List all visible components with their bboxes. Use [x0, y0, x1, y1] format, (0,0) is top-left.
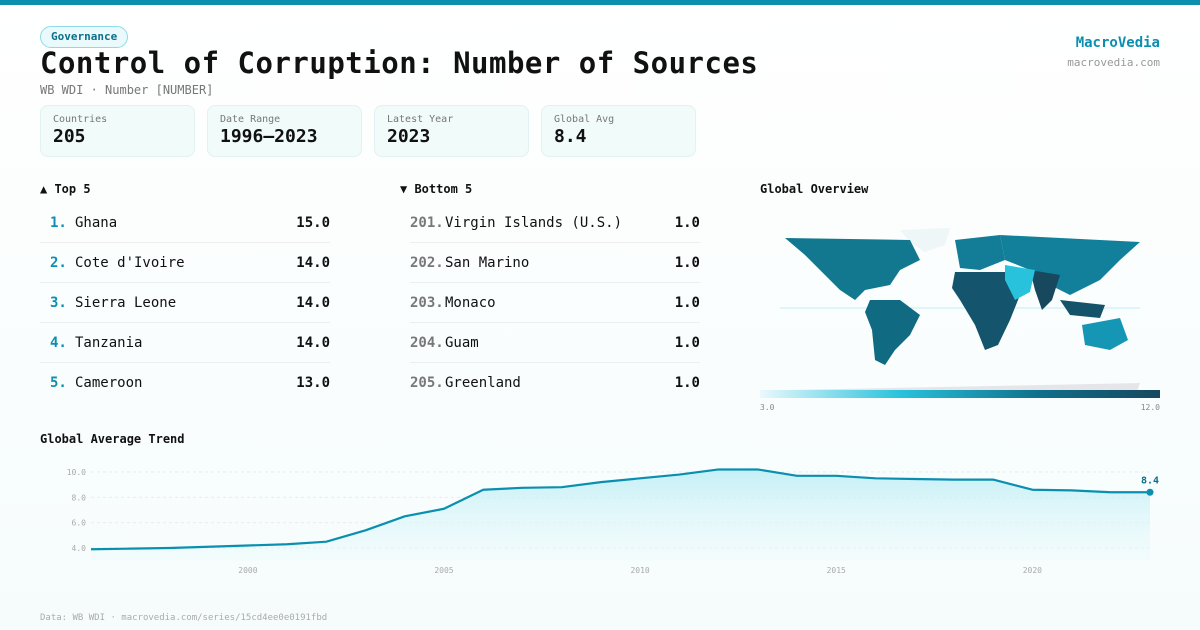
value: 14.0: [296, 294, 330, 311]
trend-heading: Global Average Trend: [40, 432, 185, 446]
rank: 202.: [410, 254, 444, 271]
country-name: Sierra Leone: [75, 294, 177, 311]
value: 14.0: [296, 334, 330, 351]
middle-east[interactable]: [1005, 265, 1035, 300]
x-tick-label: 2010: [630, 566, 649, 575]
country-name: Tanzania: [75, 334, 143, 351]
stat-label: Date Range: [220, 114, 281, 125]
category-tag[interactable]: Governance: [40, 26, 129, 48]
europe[interactable]: [955, 235, 1005, 270]
list-item[interactable]: 1. Ghana 15.0: [40, 203, 330, 243]
trend-chart: 4.0 6.0 8.0 10.0 2000 2005 2010 2015 2020 8.4: [67, 468, 1159, 575]
africa[interactable]: [952, 272, 1020, 350]
stat-date-range: Date Range 1996–2023: [207, 105, 362, 157]
rank: 3.: [50, 294, 67, 311]
top-accent-bar: [0, 0, 1200, 5]
australia[interactable]: [1082, 318, 1128, 350]
greenland: [900, 228, 950, 252]
list-item[interactable]: 202. San Marino 1.0: [410, 243, 700, 283]
value: 1.0: [674, 294, 700, 311]
country-name: Cameroon: [75, 375, 143, 391]
value: 1.0: [674, 214, 700, 231]
india[interactable]: [1030, 270, 1060, 310]
list-item[interactable]: 203. Monaco 1.0: [410, 283, 700, 323]
stat-value: 8.4: [554, 126, 587, 147]
value: 15.0: [296, 214, 330, 231]
brand-logo[interactable]: MacroVedia: [1075, 35, 1160, 51]
y-tick-label: 10.0: [67, 468, 86, 477]
rank: 4.: [50, 334, 67, 351]
top5-list: 1. Ghana 15.0 2. Cote d'Ivoire 14.0 3. Sierra L…: [40, 203, 340, 403]
bottom5-list: 201. Virgin Islands (U.S.) 1.0 202. San Mari…: [410, 203, 710, 403]
list-item[interactable]: 201. Virgin Islands (U.S.) 1.0: [410, 203, 700, 243]
country-name: Cote d'Ivoire: [75, 254, 185, 271]
area-fill: [91, 469, 1150, 561]
rank: 203.: [410, 294, 444, 311]
x-tick-label: 2015: [827, 566, 846, 575]
list-item[interactable]: 4. Tanzania 14.0: [40, 323, 330, 363]
y-tick-label: 4.0: [72, 544, 87, 553]
x-tick-label: 2000: [238, 566, 257, 575]
data-point: [1146, 488, 1154, 496]
stat-label: Countries: [53, 114, 108, 125]
value: 14.0: [296, 254, 330, 271]
stat-value: 205: [53, 126, 86, 147]
southeast-asia[interactable]: [1060, 300, 1105, 318]
legend-min: 3.0: [760, 403, 775, 412]
country-name: Guam: [445, 334, 479, 351]
brand-url[interactable]: macrovedia.com: [1067, 56, 1160, 69]
rank: 201.: [410, 214, 444, 231]
bottom5-heading: ▼ Bottom 5: [400, 182, 473, 196]
list-item[interactable]: 5. Cameroon 13.0: [40, 363, 330, 403]
country-name: San Marino: [445, 254, 530, 271]
stat-global-avg: Global Avg 8.4: [541, 105, 696, 157]
country-name: Monaco: [445, 294, 496, 311]
value: 1.0: [674, 254, 700, 271]
stat-latest-year: Latest Year 2023: [374, 105, 529, 157]
y-tick-label: 6.0: [72, 519, 87, 528]
rank: 204.: [410, 334, 444, 351]
rank: 5.: [50, 375, 67, 391]
stat-countries: Countries 205: [40, 105, 195, 157]
footer-source[interactable]: Data: WB WDI · macrovedia.com/series/15c…: [40, 613, 328, 623]
list-item[interactable]: 2. Cote d'Ivoire 14.0: [40, 243, 330, 283]
list-item[interactable]: 205. Greenland 1.0: [410, 363, 700, 403]
world-map: 3.0 12.0: [760, 228, 1160, 412]
list-item[interactable]: 204. Guam 1.0: [410, 323, 700, 363]
stat-value: 1996–2023: [220, 126, 318, 147]
rank: 2.: [50, 254, 67, 271]
y-tick-label: 8.0: [72, 493, 87, 502]
russia-asia[interactable]: [1000, 235, 1140, 295]
country-name: Ghana: [75, 214, 118, 231]
country-name: Virgin Islands (U.S.): [445, 214, 623, 231]
x-tick-label: 2020: [1023, 566, 1042, 575]
stat-label: Latest Year: [387, 114, 454, 125]
country-name: Greenland: [445, 375, 521, 391]
stat-value: 2023: [387, 126, 431, 147]
south-america[interactable]: [865, 300, 920, 365]
top5-heading: ▲ Top 5: [40, 182, 91, 196]
value: 1.0: [674, 334, 700, 351]
last-value-label: 8.4: [1141, 475, 1159, 486]
color-legend-bar: [760, 390, 1160, 398]
page-title: Control of Corruption: Number of Sources: [40, 46, 759, 80]
rank: 205.: [410, 375, 444, 391]
map-heading: Global Overview: [760, 182, 869, 196]
value: 1.0: [674, 375, 700, 391]
subtitle: WB WDI · Number [NUMBER]: [40, 83, 214, 97]
trend-line: [90, 468, 1150, 551]
x-tick-label: 2005: [434, 566, 453, 575]
list-item[interactable]: 3. Sierra Leone 14.0: [40, 283, 330, 323]
legend-max: 12.0: [1141, 403, 1160, 412]
value: 13.0: [296, 375, 330, 391]
north-america[interactable]: [785, 238, 920, 300]
stat-label: Global Avg: [554, 114, 615, 125]
rank: 1.: [50, 214, 67, 231]
